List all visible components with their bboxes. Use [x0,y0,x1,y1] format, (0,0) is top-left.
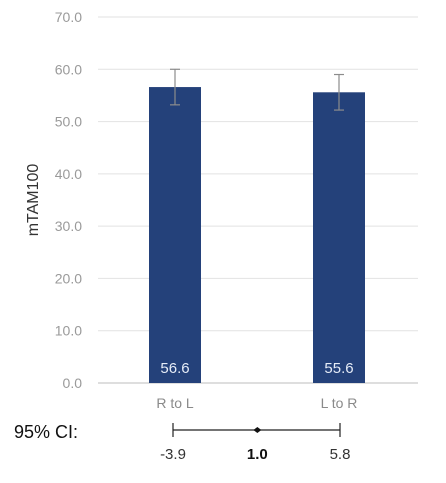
x-tick-label: L to R [321,395,358,411]
bar-value-label: 56.6 [160,360,189,377]
x-tick-label: R to L [156,395,194,411]
y-tick-label: 20.0 [55,270,82,286]
ci-label: 95% CI: [14,422,78,442]
y-tick-label: 0.0 [63,375,83,391]
bars: 56.6 55.6 [149,87,365,383]
ci-estimate-label: 1.0 [247,446,268,463]
grid-layer [98,16,418,384]
bar [149,87,201,383]
bar-value-label: 55.6 [324,360,353,377]
bar [313,92,365,383]
confidence-interval: 95% CI: -3.9 1.0 5.8 [14,422,350,463]
y-tick-label: 70.0 [55,9,82,25]
ci-estimate-marker [253,427,262,433]
y-tick-label: 40.0 [55,166,82,182]
ci-low-label: -3.9 [160,446,186,463]
y-tick-label: 30.0 [55,218,82,234]
y-tick-label: 50.0 [55,114,82,130]
y-tick-labels: 0.0 10.0 20.0 30.0 40.0 50.0 60.0 70.0 [55,9,82,391]
error-bars [170,68,344,111]
y-axis-label: mTAM100 [25,164,42,237]
ci-high-label: 5.8 [330,446,351,463]
x-tick-labels: R to L L to R [156,395,357,411]
y-tick-label: 10.0 [55,323,82,339]
y-tick-label: 60.0 [55,61,82,77]
